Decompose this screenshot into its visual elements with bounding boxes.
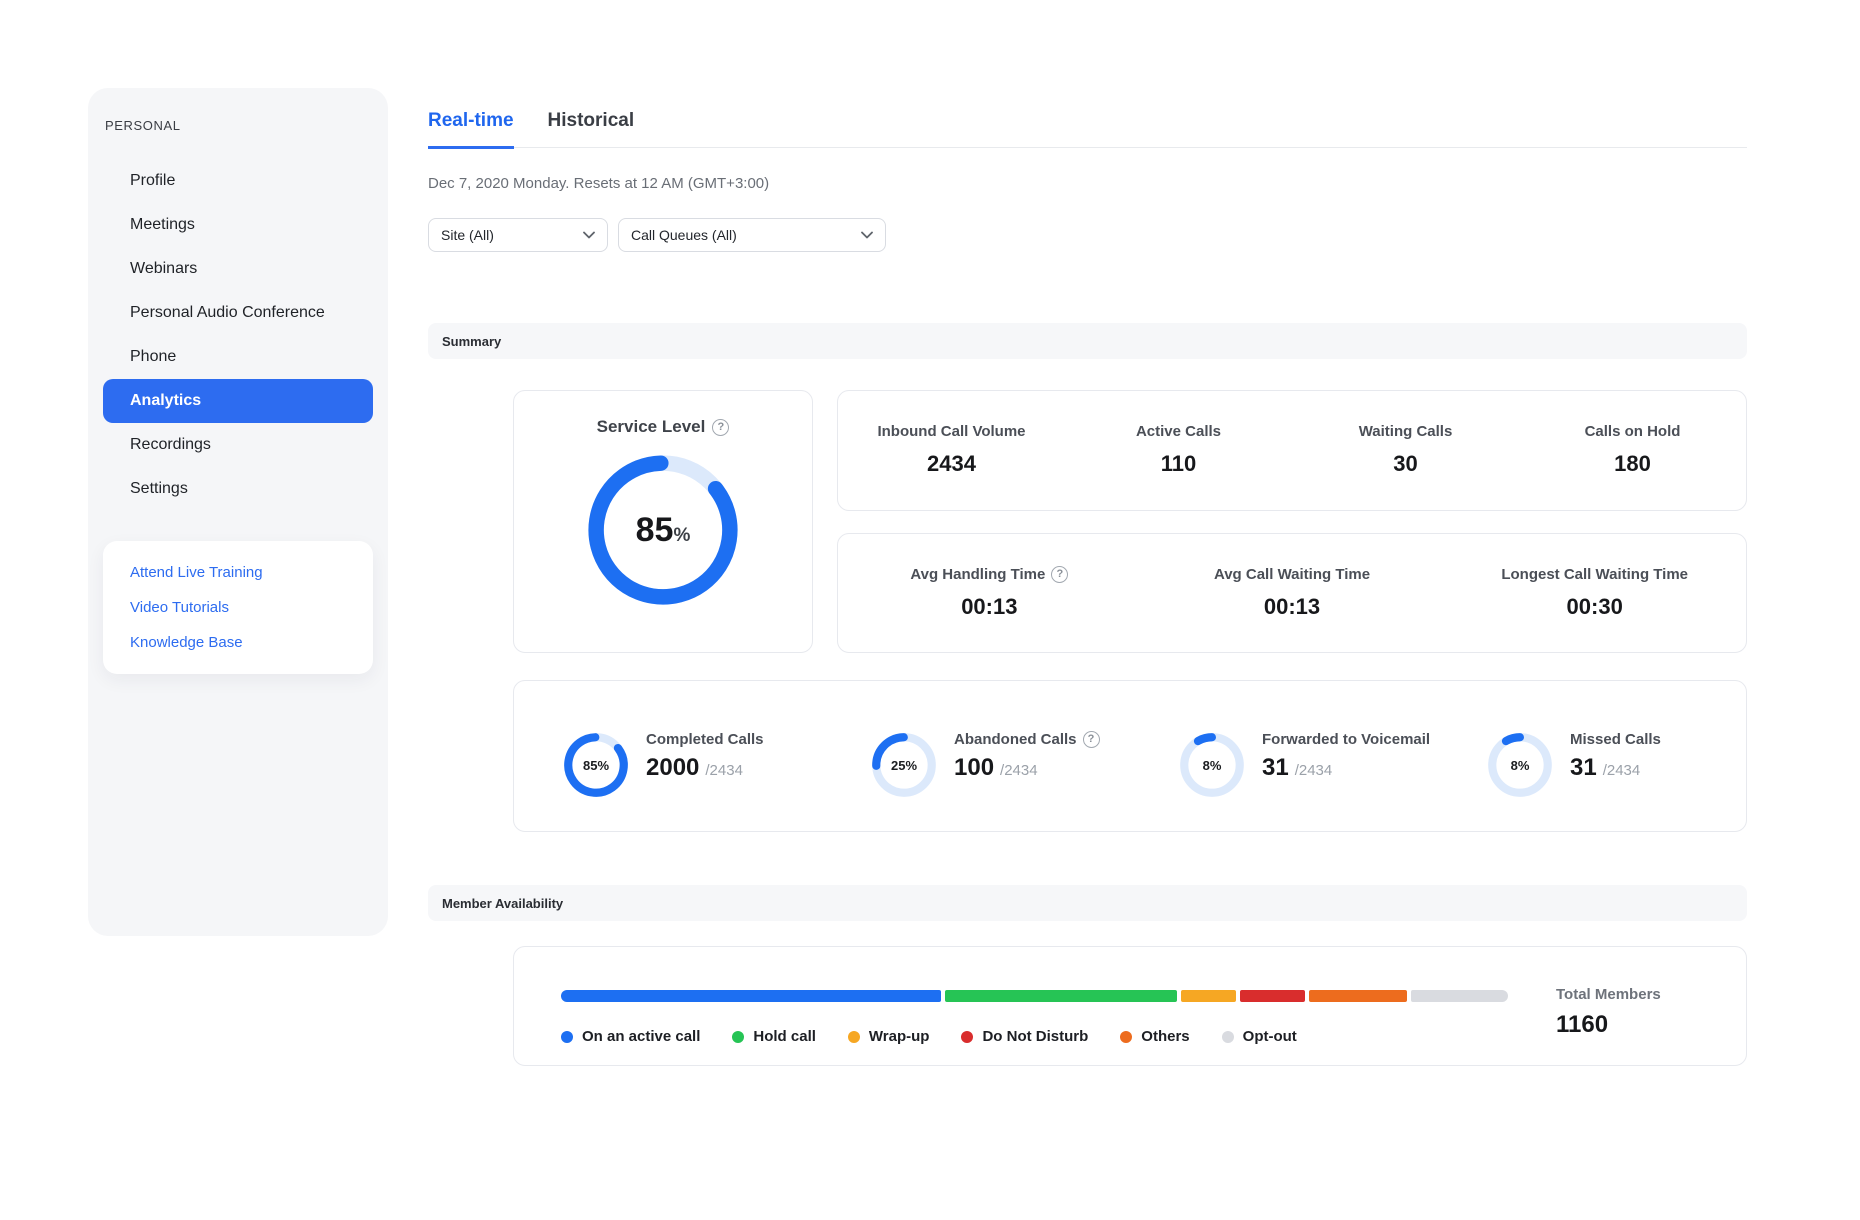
tab-historical[interactable]: Historical: [547, 110, 635, 131]
stat-avg-call-waiting-time: Avg Call Waiting Time 00:13: [1213, 565, 1371, 619]
legend-dot: [732, 1030, 745, 1043]
stat-calls-on-hold: Calls on Hold 180: [1584, 423, 1681, 477]
legend-opt-out: Opt-out: [1221, 1028, 1297, 1045]
total-members-block: Total Members 1160: [1556, 947, 1716, 1065]
abandoned-calls-donut: 25%: [872, 733, 936, 797]
service-level-card: Service Level ? 85%: [513, 390, 813, 653]
filters-row: Site (All) Call Queues (All): [428, 218, 1747, 252]
reset-date-text: Dec 7, 2020 Monday. Resets at 12 AM (GMT…: [428, 175, 770, 192]
sidebar-section-label: PERSONAL: [105, 118, 181, 133]
legend-on-active-call: On an active call: [561, 1028, 700, 1045]
sidebar: PERSONAL Profile Meetings Webinars Perso…: [88, 88, 388, 936]
link-attend-live-training[interactable]: Attend Live Training: [130, 564, 263, 581]
main-content: Real-time Historical Dec 7, 2020 Monday.…: [428, 110, 1747, 1066]
sidebar-item-profile[interactable]: Profile: [130, 172, 176, 189]
legend-hold-call: Hold call: [732, 1028, 816, 1045]
service-level-percent: 85: [635, 510, 674, 549]
stat-completed-calls: 85% Completed Calls 2000 /2434: [514, 715, 822, 797]
help-icon[interactable]: ?: [1082, 730, 1100, 748]
sidebar-item-analytics[interactable]: Analytics: [103, 379, 373, 423]
call-queues-filter-value: Call Queues (All): [631, 227, 737, 243]
sidebar-nav: Profile Meetings Webinars Personal Audio…: [103, 159, 373, 511]
availability-segment: [561, 990, 942, 1002]
missed-calls-donut: 8%: [1488, 733, 1552, 797]
availability-legend: On an active call Hold call Wrap-up Do N…: [561, 1028, 1508, 1045]
summary-section-header: Summary: [428, 323, 1747, 359]
total-members-label: Total Members: [1556, 986, 1661, 1003]
total-members-value: 1160: [1556, 1011, 1609, 1038]
legend-do-not-disturb: Do Not Disturb: [961, 1028, 1088, 1045]
legend-dot: [1120, 1030, 1133, 1043]
stat-inbound-call-volume: Inbound Call Volume 2434: [877, 423, 1026, 477]
stat-missed-calls: 8% Missed Calls 31 /2434: [1438, 715, 1746, 797]
availability-segment: [1309, 990, 1407, 1002]
stat-longest-call-waiting-time: Longest Call Waiting Time 00:30: [1501, 565, 1689, 619]
stat-active-calls: Active Calls 110: [1135, 423, 1222, 477]
member-availability-card: On an active call Hold call Wrap-up Do N…: [513, 946, 1747, 1066]
sidebar-item-phone[interactable]: Phone: [130, 348, 177, 365]
sidebar-links-card: Attend Live Training Video Tutorials Kno…: [103, 541, 373, 674]
legend-dot: [847, 1030, 860, 1043]
help-icon[interactable]: ?: [712, 418, 730, 436]
legend-dot: [961, 1030, 974, 1043]
link-knowledge-base[interactable]: Knowledge Base: [130, 634, 243, 651]
availability-segment: [1240, 990, 1306, 1002]
call-queues-filter-dropdown[interactable]: Call Queues (All): [618, 218, 886, 252]
stat-waiting-calls: Waiting Calls 30: [1358, 423, 1453, 477]
legend-wrap-up: Wrap-up: [847, 1028, 929, 1045]
service-level-percent-sign: %: [673, 524, 691, 546]
legend-others: Others: [1120, 1028, 1190, 1045]
sidebar-item-recordings[interactable]: Recordings: [130, 436, 211, 453]
availability-segment: [1180, 990, 1237, 1002]
chevron-down-icon: [583, 231, 595, 239]
call-outcome-stats-card: 85% Completed Calls 2000 /2434 25% Aband…: [513, 680, 1747, 832]
legend-dot: [561, 1030, 573, 1043]
sidebar-item-settings[interactable]: Settings: [130, 480, 188, 497]
legend-dot: [1221, 1030, 1234, 1043]
help-icon[interactable]: ?: [1051, 565, 1069, 583]
site-filter-value: Site (All): [441, 227, 494, 243]
member-availability-section-header: Member Availability: [428, 885, 1747, 921]
sidebar-item-meetings[interactable]: Meetings: [130, 216, 195, 233]
availability-stacked-bar: [561, 990, 1508, 1002]
completed-calls-donut: 85%: [564, 733, 628, 797]
service-level-label: Service Level: [596, 417, 706, 436]
time-stats-card: Avg Handling Time? 00:13 Avg Call Waitin…: [837, 532, 1747, 653]
sidebar-item-webinars[interactable]: Webinars: [130, 260, 198, 277]
stat-avg-handling-time: Avg Handling Time? 00:13: [838, 565, 1141, 620]
availability-segment: [1410, 990, 1508, 1002]
chevron-down-icon: [861, 231, 873, 239]
sidebar-item-personal-audio-conference[interactable]: Personal Audio Conference: [130, 304, 325, 321]
stat-abandoned-calls: 25% Abandoned Calls? 100 /2434: [822, 715, 1130, 797]
forwarded-voicemail-donut: 8%: [1180, 733, 1244, 797]
call-volume-stats-card: Inbound Call Volume 2434 Active Calls 11…: [837, 390, 1747, 511]
site-filter-dropdown[interactable]: Site (All): [428, 218, 608, 252]
service-level-donut: 85%: [588, 455, 738, 605]
link-video-tutorials[interactable]: Video Tutorials: [130, 599, 229, 616]
stat-forwarded-to-voicemail: 8% Forwarded to Voicemail 31 /2434: [1130, 715, 1438, 797]
tab-bar: Real-time Historical: [428, 110, 1747, 149]
availability-segment: [945, 990, 1177, 1002]
tab-real-time[interactable]: Real-time: [428, 110, 514, 149]
